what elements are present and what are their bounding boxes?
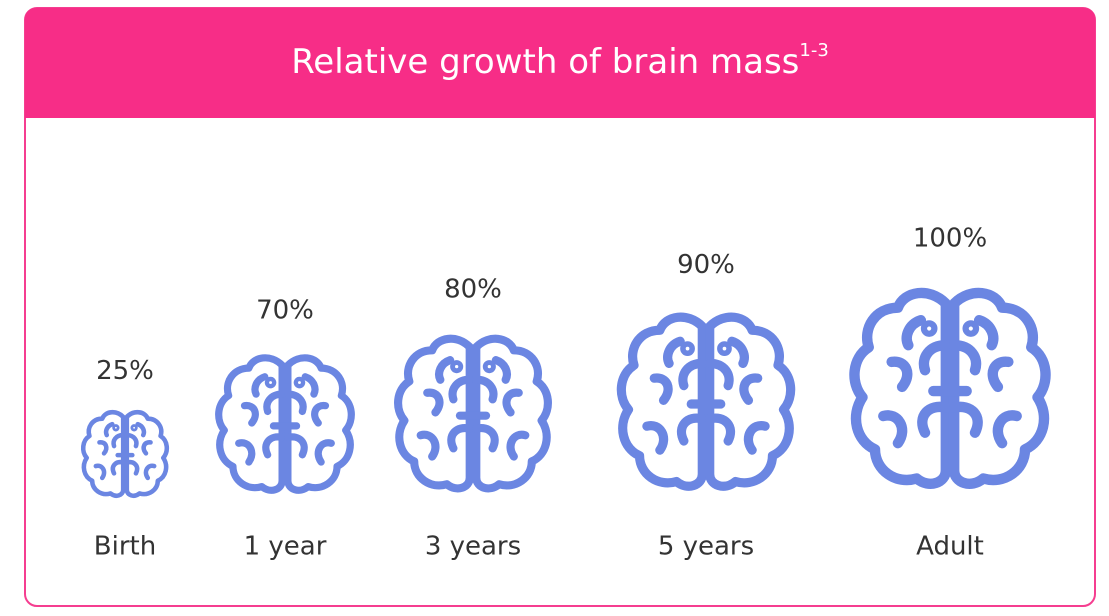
category-label: 3 years xyxy=(425,532,521,562)
value-label: 70% xyxy=(256,296,314,326)
chart: Relative growth of brain mass1-3 25% Birt… xyxy=(0,0,1109,612)
category-label: 5 years xyxy=(658,532,754,562)
title-superscript: 1-3 xyxy=(799,40,828,61)
title-text: Relative growth of brain mass xyxy=(291,42,799,82)
value-label: 25% xyxy=(96,356,154,386)
category-label: Birth xyxy=(94,532,156,562)
chart-title: Relative growth of brain mass1-3 xyxy=(291,40,829,82)
category-label: 1 year xyxy=(244,532,327,562)
page: {"chart_data": {"type": "pictograph", "t… xyxy=(0,0,1109,612)
value-label: 90% xyxy=(677,250,735,280)
value-label: 100% xyxy=(913,223,987,253)
category-label: Adult xyxy=(916,532,984,562)
value-label: 80% xyxy=(444,274,502,304)
